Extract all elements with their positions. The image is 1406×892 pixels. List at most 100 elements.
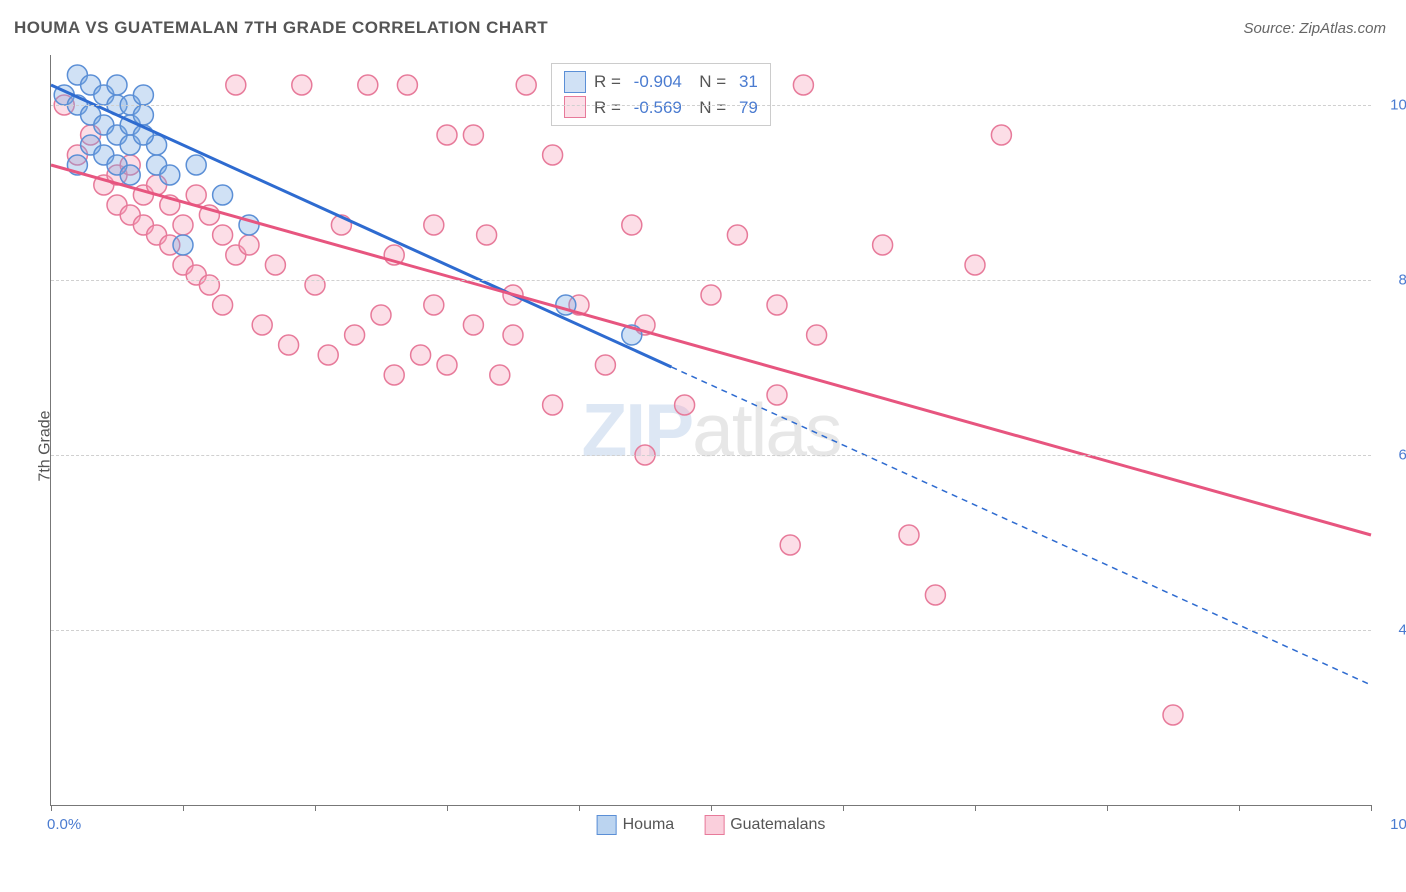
data-point [120, 165, 140, 185]
data-point [318, 345, 338, 365]
data-point [701, 285, 721, 305]
x-tick [447, 805, 448, 811]
legend-row-guatemalans: R = -0.569 N = 79 [564, 95, 758, 121]
legend-row-houma: R = -0.904 N = 31 [564, 69, 758, 95]
gridline [51, 280, 1371, 281]
data-point [477, 225, 497, 245]
data-point [463, 315, 483, 335]
x-tick [1239, 805, 1240, 811]
data-point [991, 125, 1011, 145]
legend-swatch [704, 815, 724, 835]
legend-item: Guatemalans [704, 815, 825, 835]
data-point [925, 585, 945, 605]
x-axis-label: 100.0% [1390, 816, 1406, 833]
series-legend: Houma Guatemalans [597, 815, 826, 835]
data-point [133, 85, 153, 105]
data-point [595, 355, 615, 375]
data-point [239, 235, 259, 255]
data-point [767, 295, 787, 315]
legend-n-label: N = [690, 95, 731, 121]
x-axis-label: 0.0% [47, 816, 81, 833]
data-point [437, 125, 457, 145]
gridline [51, 455, 1371, 456]
data-point [1163, 705, 1183, 725]
y-tick-label: 65.0% [1381, 447, 1406, 464]
data-point [503, 325, 523, 345]
data-point [265, 255, 285, 275]
correlation-legend: R = -0.904 N = 31 R = -0.569 N = 79 [551, 63, 771, 126]
trend-line-dashed [671, 367, 1371, 685]
y-tick-label: 47.5% [1381, 622, 1406, 639]
data-point [463, 125, 483, 145]
data-point [358, 75, 378, 95]
x-tick [711, 805, 712, 811]
data-point [622, 215, 642, 235]
data-point [490, 365, 510, 385]
legend-swatch-houma [564, 71, 586, 93]
data-point [780, 535, 800, 555]
x-tick [579, 805, 580, 811]
data-point [305, 275, 325, 295]
data-point [899, 525, 919, 545]
data-point [252, 315, 272, 335]
gridline [51, 630, 1371, 631]
chart-container: HOUMA VS GUATEMALAN 7TH GRADE CORRELATIO… [0, 0, 1406, 892]
data-point [411, 345, 431, 365]
data-point [345, 325, 365, 345]
data-point [133, 105, 153, 125]
data-point [226, 75, 246, 95]
legend-n-houma: 31 [739, 69, 758, 95]
legend-swatch [597, 815, 617, 835]
legend-r-label: R = [594, 95, 626, 121]
legend-r-label: R = [594, 69, 626, 95]
data-point [424, 215, 444, 235]
data-point [173, 235, 193, 255]
data-point [186, 185, 206, 205]
data-point [807, 325, 827, 345]
data-point [384, 365, 404, 385]
data-point [173, 215, 193, 235]
chart-title: HOUMA VS GUATEMALAN 7TH GRADE CORRELATIO… [14, 18, 548, 38]
trend-line [51, 165, 1371, 535]
data-point [213, 295, 233, 315]
legend-n-guatemalans: 79 [739, 95, 758, 121]
data-point [397, 75, 417, 95]
data-point [186, 155, 206, 175]
data-point [371, 305, 391, 325]
data-point [793, 75, 813, 95]
plot-area: ZIPatlas R = -0.904 N = 31 R = -0.569 N … [50, 55, 1371, 806]
data-point [543, 145, 563, 165]
legend-item: Houma [597, 815, 675, 835]
data-point [965, 255, 985, 275]
x-tick [51, 805, 52, 811]
data-point [213, 225, 233, 245]
legend-r-houma: -0.904 [634, 69, 682, 95]
x-tick [1371, 805, 1372, 811]
data-point [727, 225, 747, 245]
legend-n-label: N = [690, 69, 731, 95]
data-point [199, 275, 219, 295]
source-label: Source: ZipAtlas.com [1243, 20, 1386, 37]
legend-r-guatemalans: -0.569 [634, 95, 682, 121]
chart-svg [51, 55, 1371, 805]
data-point [516, 75, 536, 95]
x-tick [975, 805, 976, 811]
x-tick [1107, 805, 1108, 811]
data-point [437, 355, 457, 375]
gridline [51, 105, 1371, 106]
x-tick [843, 805, 844, 811]
data-point [213, 185, 233, 205]
data-point [160, 165, 180, 185]
data-point [279, 335, 299, 355]
data-point [767, 385, 787, 405]
data-point [107, 75, 127, 95]
y-tick-label: 82.5% [1381, 272, 1406, 289]
data-point [543, 395, 563, 415]
data-point [292, 75, 312, 95]
legend-swatch-guatemalans [564, 96, 586, 118]
data-point [424, 295, 444, 315]
data-point [675, 395, 695, 415]
x-tick [183, 805, 184, 811]
x-tick [315, 805, 316, 811]
data-point [873, 235, 893, 255]
